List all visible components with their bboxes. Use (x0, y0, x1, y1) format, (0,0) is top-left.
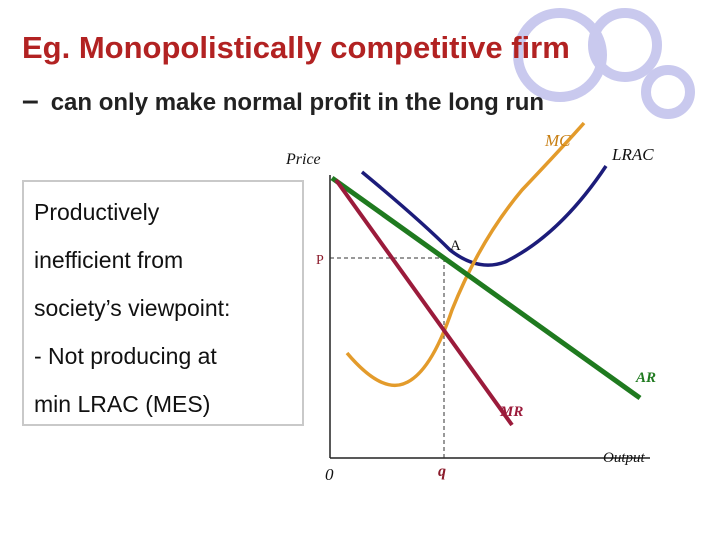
decor-circle (513, 8, 607, 102)
ar-curve (330, 175, 642, 401)
origin-label: 0 (325, 465, 334, 484)
page-title: Eg. Monopolistically competitive firm (22, 30, 570, 65)
annotation-line: Productively (34, 199, 160, 225)
mc-label: MC (544, 131, 571, 150)
mc-curve (345, 121, 586, 387)
subtitle-dash: – (22, 84, 39, 117)
annotation-line: inefficient from (34, 247, 184, 273)
subtitle-text: can only make normal profit in the long … (50, 89, 545, 116)
y-axis-label: Price (285, 151, 321, 168)
lrac-label: LRAC (611, 145, 654, 164)
annotation-line: min LRAC (MES) (34, 391, 211, 417)
price-label: P (316, 253, 324, 268)
page-subtitle: – can only make normal profit in the long… (22, 84, 544, 118)
quantity-label: q (438, 463, 446, 480)
decor-circle (588, 8, 662, 82)
decor-circle (641, 65, 695, 119)
point-a-label: A (450, 238, 461, 254)
annotation-line: society’s viewpoint: (34, 295, 231, 321)
x-axis-label: Output (603, 450, 646, 466)
header-decoration (513, 8, 695, 119)
ar-label: AR (635, 370, 656, 386)
annotation-box: Productively inefficient from society’s … (22, 180, 304, 426)
mr-curve (334, 178, 514, 427)
lrac-curve (360, 165, 608, 267)
mr-label: MR (499, 404, 523, 420)
annotation-line: - Not producing at (34, 343, 217, 369)
